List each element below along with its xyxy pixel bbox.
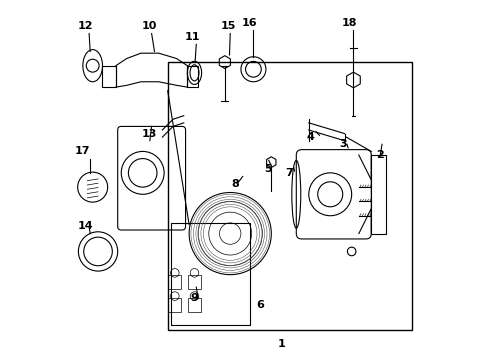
Text: 13: 13	[142, 129, 157, 139]
Text: 14: 14	[78, 221, 93, 231]
Text: 2: 2	[376, 150, 384, 160]
Bar	[168, 298, 181, 312]
Bar	[188, 275, 201, 289]
Text: 9: 9	[190, 293, 198, 303]
Text: 16: 16	[242, 18, 257, 28]
Text: 15: 15	[220, 21, 236, 31]
Text: 7: 7	[285, 168, 292, 178]
Text: 6: 6	[256, 300, 264, 310]
Text: 17: 17	[74, 147, 89, 157]
Text: 1: 1	[278, 339, 285, 349]
Bar	[171, 223, 249, 325]
Text: 18: 18	[342, 18, 357, 28]
Text: 11: 11	[184, 32, 200, 42]
Bar	[187, 66, 198, 87]
Text: 3: 3	[338, 139, 346, 149]
Text: 8: 8	[231, 179, 239, 189]
Bar	[102, 66, 116, 87]
Text: 5: 5	[264, 164, 271, 174]
Bar	[167, 62, 411, 330]
Text: 4: 4	[306, 132, 314, 142]
Bar	[188, 298, 201, 312]
Bar	[370, 155, 385, 234]
Text: 10: 10	[142, 21, 157, 31]
Bar	[168, 275, 181, 289]
Text: 12: 12	[78, 21, 93, 31]
